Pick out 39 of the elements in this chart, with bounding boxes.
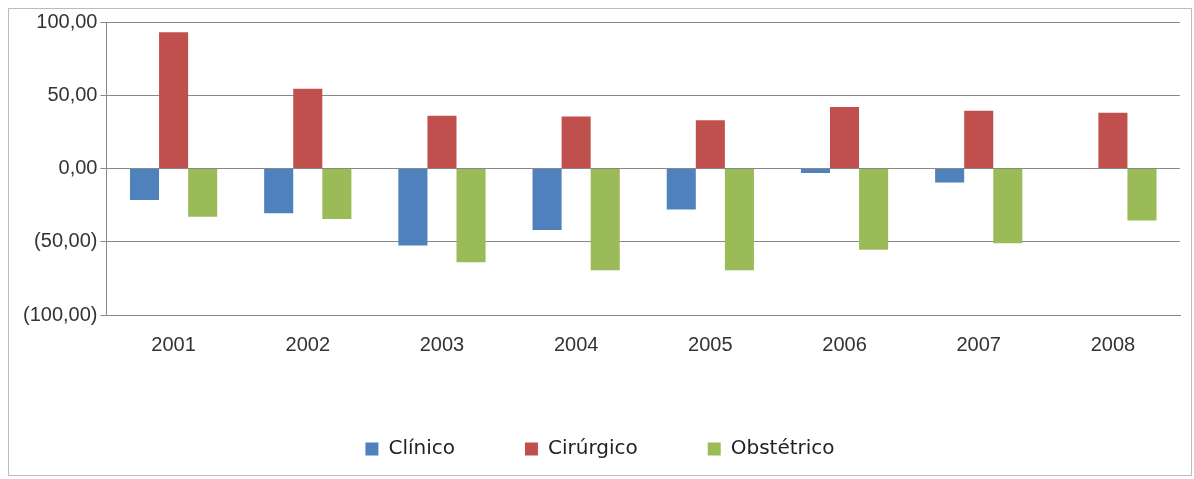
bar: [129, 169, 160, 200]
bar: [159, 32, 189, 168]
legend-label: Clínico: [388, 435, 455, 460]
y-tick-label: (50,00): [34, 229, 98, 252]
legend-label: Obstétrico: [730, 435, 835, 460]
legend-label: Cirúrgico: [547, 435, 638, 460]
bar: [666, 169, 696, 210]
y-tick-label: 0,00: [58, 156, 98, 179]
y-tick-label: (100,00): [22, 302, 98, 325]
x-tick-label: 2004: [553, 332, 599, 355]
bar: [398, 169, 428, 246]
x-tick-label: 2002: [285, 332, 331, 355]
bar: [859, 169, 889, 250]
bar: [800, 169, 830, 173]
bar: [293, 88, 323, 168]
bar: [264, 169, 294, 214]
bar: [1127, 169, 1157, 221]
bar: [590, 169, 620, 271]
bar: [935, 169, 965, 183]
y-tick-label: 50,00: [47, 82, 98, 105]
x-tick-label: 2006: [822, 332, 867, 355]
x-tick-label: 2001: [151, 332, 196, 355]
x-tick-label: 2003: [419, 332, 465, 355]
x-tick-label: 2005: [688, 332, 733, 355]
bar: [695, 120, 725, 168]
bar: [1098, 112, 1128, 168]
bar: [964, 110, 994, 168]
x-tick-label: 2008: [1090, 332, 1136, 355]
bar: [188, 169, 218, 217]
bar: [322, 169, 352, 220]
y-tick-label: 100,00: [36, 9, 98, 32]
bar: [829, 106, 860, 168]
bar: [532, 169, 562, 231]
bar: [561, 116, 591, 168]
bar: [456, 169, 486, 263]
bar: [427, 115, 457, 168]
bar: [724, 169, 754, 271]
x-tick-label: 2007: [956, 332, 1001, 355]
bar: [993, 169, 1023, 244]
